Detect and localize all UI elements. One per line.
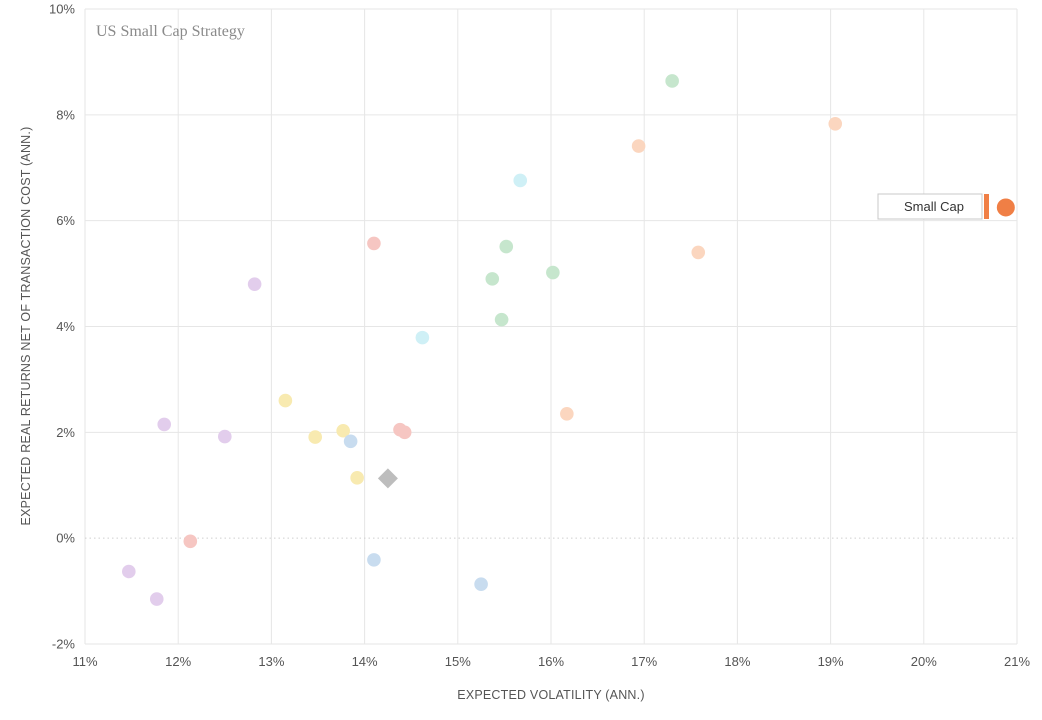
data-point-yellow [308,430,323,444]
data-point-green [665,74,679,88]
data-point-green [494,312,509,327]
data-point-orange [560,407,574,421]
y-axis-ticks: -2% 0% 2% 4% 6% 8% 10% [49,2,75,652]
data-point-yellow [350,471,364,485]
data-point-purple [149,592,164,606]
x-tick-label: 14% [352,654,378,669]
data-point-orange [691,245,706,260]
benchmark-diamond-point [377,468,398,489]
x-tick-label: 20% [911,654,937,669]
x-axis-ticks: 11% 12% 13% 14% 15% 16% 17% 18% 19% 20% 21% [72,654,1030,669]
data-point-purple [122,564,136,579]
data-point-orange [631,139,646,153]
data-point-blue [343,434,358,449]
x-tick-label: 21% [1004,654,1030,669]
y-tick-label: 8% [56,107,75,122]
data-point-orange [828,117,843,131]
data-point-green [499,239,514,254]
data-point-green [546,265,560,280]
data-point-red [183,534,198,549]
x-tick-label: 12% [165,654,191,669]
x-tick-label: 19% [818,654,844,669]
x-tick-label: 17% [631,654,657,669]
y-tick-label: 0% [56,531,75,546]
callout-box [877,193,983,220]
data-point-cyan [513,173,528,188]
x-tick-label: 18% [724,654,750,669]
data-point-red [367,236,381,251]
callout-label: Small Cap [904,199,964,214]
data-point-yellow [336,423,350,438]
x-tick-label: 15% [445,654,471,669]
data-point-purple [247,277,262,291]
small-cap-highlight-point [996,198,1015,217]
y-tick-label: 6% [56,213,75,228]
data-point-cyan [415,330,430,345]
y-tick-label: 4% [56,319,75,334]
chart-title: US Small Cap Strategy [96,23,245,40]
y-tick-label: 10% [49,2,75,17]
y-axis-label: EXPECTED REAL RETURNS NET OF TRANSACTION… [19,127,33,526]
data-point-purple [157,417,172,432]
x-tick-label: 13% [258,654,284,669]
y-tick-label: -2% [52,637,76,652]
x-axis-label: EXPECTED VOLATILITY (ANN.) [457,688,644,702]
grid [84,8,1018,645]
data-point-yellow [278,393,293,408]
data-point-purple [218,429,232,444]
data-points [122,74,1015,606]
data-point-red [397,425,412,440]
y-tick-label: 2% [56,425,75,440]
x-tick-label: 11% [72,654,97,669]
small-cap-callout: Small Cap [877,193,989,220]
callout-accent-bar [984,194,989,219]
data-point-blue [474,577,488,592]
data-point-green [485,272,500,286]
x-tick-label: 16% [538,654,564,669]
data-point-blue [367,553,381,567]
